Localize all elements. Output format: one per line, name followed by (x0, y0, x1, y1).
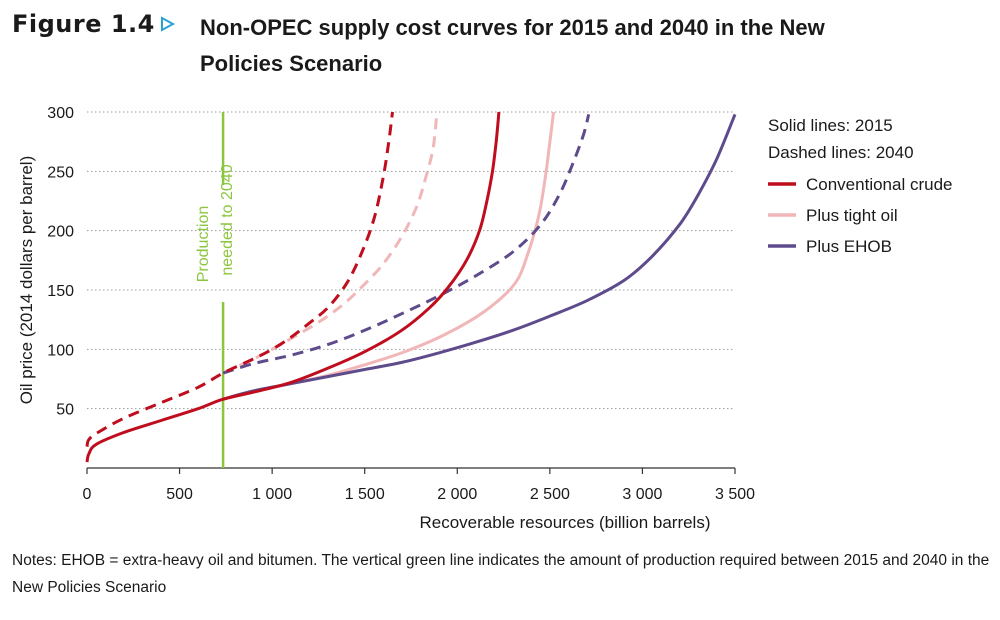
play-arrow-icon (161, 16, 176, 32)
legend-label: Conventional crude (806, 175, 952, 194)
y-tick-label: 200 (47, 224, 74, 241)
grid-lines (87, 111, 735, 410)
x-tick-label: 2 500 (530, 486, 570, 503)
x-tick-label: 2 000 (437, 486, 477, 503)
x-tick-label: 3 000 (622, 486, 662, 503)
x-tick-label: 1 000 (252, 486, 292, 503)
series-line-conventional-crude-2040 (85, 111, 394, 447)
y-axis-label: Oil price (2014 dollars per barrel) (17, 156, 36, 405)
series-line-conventional-crude-2015 (85, 111, 501, 463)
figure-notes: Notes: EHOB = extra-heavy oil and bitume… (12, 552, 990, 596)
y-tick-label: 250 (47, 164, 74, 181)
series-line-plus-ehob-2040 (222, 114, 591, 375)
series-line-plus-tight-oil-2040 (222, 111, 439, 375)
series-line-plus-ehob-2015 (222, 113, 737, 401)
production-annotation-line2: needed to 2040 (219, 164, 236, 275)
cost-curve-chart: Production needed to 2040 0 500 1 000 1 500 2… (17, 105, 952, 532)
y-tick-label: 50 (56, 402, 74, 419)
series-lines (85, 111, 737, 463)
figure-label: Figure 1.4 (12, 10, 155, 38)
legend-label: Plus EHOB (806, 237, 892, 256)
x-tick-label: 500 (166, 486, 193, 503)
axes (86, 467, 736, 474)
figure-title: Non-OPEC supply cost curves for 2015 and… (200, 15, 825, 76)
production-annotation: Production needed to 2040 (195, 112, 236, 468)
y-tick-label: 100 (47, 342, 74, 359)
legend-note: Dashed lines: 2040 (768, 143, 914, 162)
x-tick-label: 0 (83, 486, 92, 503)
legend-note: Solid lines: 2015 (768, 116, 893, 135)
tick-labels: 0 500 1 000 1 500 2 000 2 500 3 000 3 500 50 100 1… (47, 105, 755, 503)
legend-label: Plus tight oil (806, 206, 898, 225)
x-tick-label: 1 500 (345, 486, 385, 503)
production-annotation-line1: Production (195, 206, 212, 283)
x-tick-label: 3 500 (715, 486, 755, 503)
y-tick-label: 150 (47, 283, 74, 300)
axis-labels: Recoverable resources (billion barrels) O… (17, 156, 711, 532)
y-tick-label: 300 (47, 105, 74, 122)
legend: Solid lines: 2015 Dashed lines: 2040 Conve… (768, 116, 952, 256)
x-axis-label: Recoverable resources (billion barrels) (419, 513, 710, 532)
